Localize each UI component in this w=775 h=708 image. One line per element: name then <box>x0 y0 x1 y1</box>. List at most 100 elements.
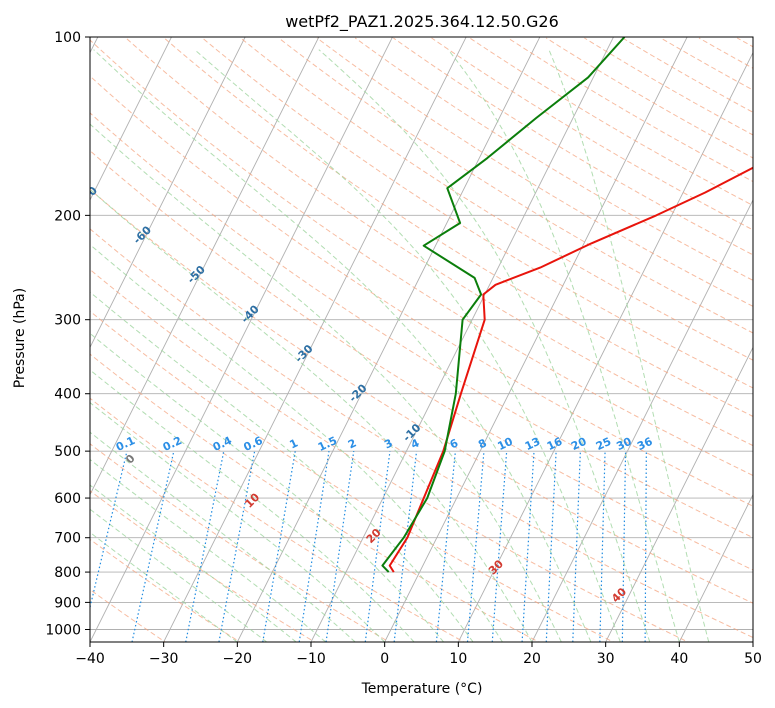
dewpoint-line <box>381 37 626 573</box>
temperature-line <box>388 166 753 573</box>
isotherm-line <box>457 51 753 642</box>
moist-adiabat <box>90 291 474 642</box>
isotherm-line <box>90 37 320 496</box>
theta-label: 20 <box>364 526 384 546</box>
isotherm-line <box>310 37 615 642</box>
x-tick-label: 40 <box>670 651 688 667</box>
mixing-ratio-label: 3 <box>382 436 394 451</box>
mixing-ratio-line <box>262 451 296 642</box>
dry-adiabat <box>90 228 753 639</box>
dry-adiabat <box>431 37 753 231</box>
x-tick-label: −30 <box>149 651 179 667</box>
isotherm-line <box>384 37 688 642</box>
mixing-ratio-line <box>521 451 535 642</box>
dry-adiabat <box>507 37 753 183</box>
moist-adiabat <box>90 123 562 642</box>
theta-label: 10 <box>242 490 262 510</box>
y-tick-label: 100 <box>54 30 81 46</box>
moist-adiabat <box>90 188 533 642</box>
moist-adiabat <box>90 431 356 642</box>
dry-adiabat <box>90 538 241 642</box>
mixing-ratio-label: 4 <box>409 436 422 451</box>
mixing-ratio-line <box>599 451 606 642</box>
mixing-ratio-label: 30 <box>614 435 634 453</box>
isotherm-label: -80 <box>23 144 46 167</box>
isotherm-line <box>752 640 753 642</box>
x-tick-label: −40 <box>75 651 105 667</box>
dry-adiabat <box>584 37 753 136</box>
mixing-ratio-label: 25 <box>594 435 613 453</box>
theta-label: 30 <box>486 557 506 577</box>
isotherm-line <box>90 37 394 642</box>
moist-adiabat <box>90 401 385 642</box>
dry-adiabat <box>90 112 753 539</box>
mixing-ratio-label: 10 <box>496 435 516 453</box>
mixing-ratio-label: 16 <box>545 435 565 453</box>
dry-adiabat <box>90 39 753 477</box>
mixing-ratio-line <box>435 451 457 642</box>
background-lines <box>90 37 753 642</box>
mixing-ratio-line <box>466 451 485 642</box>
data-series <box>381 37 753 573</box>
y-tick-label: 500 <box>54 444 81 460</box>
x-tick-label: 30 <box>597 651 615 667</box>
y-tick-label: 600 <box>54 491 81 507</box>
y-tick-label: 900 <box>54 595 81 611</box>
dry-adiabat <box>90 188 753 604</box>
dry-adiabat <box>316 37 753 307</box>
isotherm-line <box>90 37 173 202</box>
moist-adiabat <box>90 484 297 642</box>
y-tick-label: 1000 <box>45 623 81 639</box>
mixing-ratio-label: 8 <box>476 436 488 451</box>
moist-adiabat <box>447 49 680 642</box>
dry-adiabat <box>545 37 753 159</box>
y-tick-label: 300 <box>54 313 81 329</box>
y-tick-label: 400 <box>54 387 81 403</box>
dry-adiabat <box>163 37 753 417</box>
mixing-ratio-line <box>364 451 391 642</box>
dry-adiabat <box>90 310 615 642</box>
y-axis: 1000 900 800 700 600 500 400 300 200 100 <box>45 30 90 639</box>
x-axis: −40 −30 −20 −10 0 10 20 30 40 50 <box>75 642 762 667</box>
chart-title: wetPf2_PAZ1.2025.364.12.50.G26 <box>285 12 559 32</box>
isotherm-line <box>605 346 753 642</box>
isotherm-line <box>90 37 246 349</box>
dry-adiabat <box>90 268 690 642</box>
moist-adiabat <box>90 508 268 642</box>
isotherm-line <box>678 493 753 642</box>
x-tick-label: 20 <box>523 651 541 667</box>
x-tick-label: 50 <box>744 651 762 667</box>
isotherm-label: -70 <box>77 184 100 207</box>
mixing-ratio-line <box>621 451 627 642</box>
mixing-ratio-line <box>298 451 330 642</box>
plot-frame <box>89 36 754 643</box>
isotherm-line <box>531 198 753 642</box>
y-axis-label: Pressure (hPa) <box>12 288 28 388</box>
mixing-ratio-label: 2 <box>346 436 358 451</box>
moist-adiabat <box>93 49 592 642</box>
x-tick-label: 0 <box>380 651 389 667</box>
isotherm-line <box>163 37 467 642</box>
moist-adiabat <box>90 531 238 642</box>
mixing-ratio-labels: 0.1 0.2 0.4 0.6 1 1.5 2 3 4 6 8 10 13 16 20 25 30 36 <box>114 434 655 454</box>
mixing-ratio-line <box>325 451 355 642</box>
moist-adiabat <box>90 458 327 642</box>
dry-adiabat <box>202 37 753 389</box>
isotherm-line <box>236 37 541 642</box>
mixing-ratio-label: 1 <box>288 436 300 451</box>
dry-adiabat <box>736 37 753 48</box>
moist-adiabat <box>90 332 444 642</box>
dry-adiabat <box>90 490 316 642</box>
y-tick-label: 200 <box>54 208 81 224</box>
moist-adiabat <box>90 243 503 642</box>
dry-adiabat <box>90 443 391 642</box>
mixing-ratio-line <box>491 451 508 642</box>
mixing-ratio-label: 6 <box>448 436 461 451</box>
dry-adiabat <box>240 37 753 361</box>
theta-label: 0 <box>123 452 138 467</box>
x-axis-label: Temperature (°C) <box>361 681 483 697</box>
x-tick-label: −10 <box>296 651 326 667</box>
mixing-ratio-line <box>644 451 647 642</box>
x-tick-label: −20 <box>223 651 253 667</box>
